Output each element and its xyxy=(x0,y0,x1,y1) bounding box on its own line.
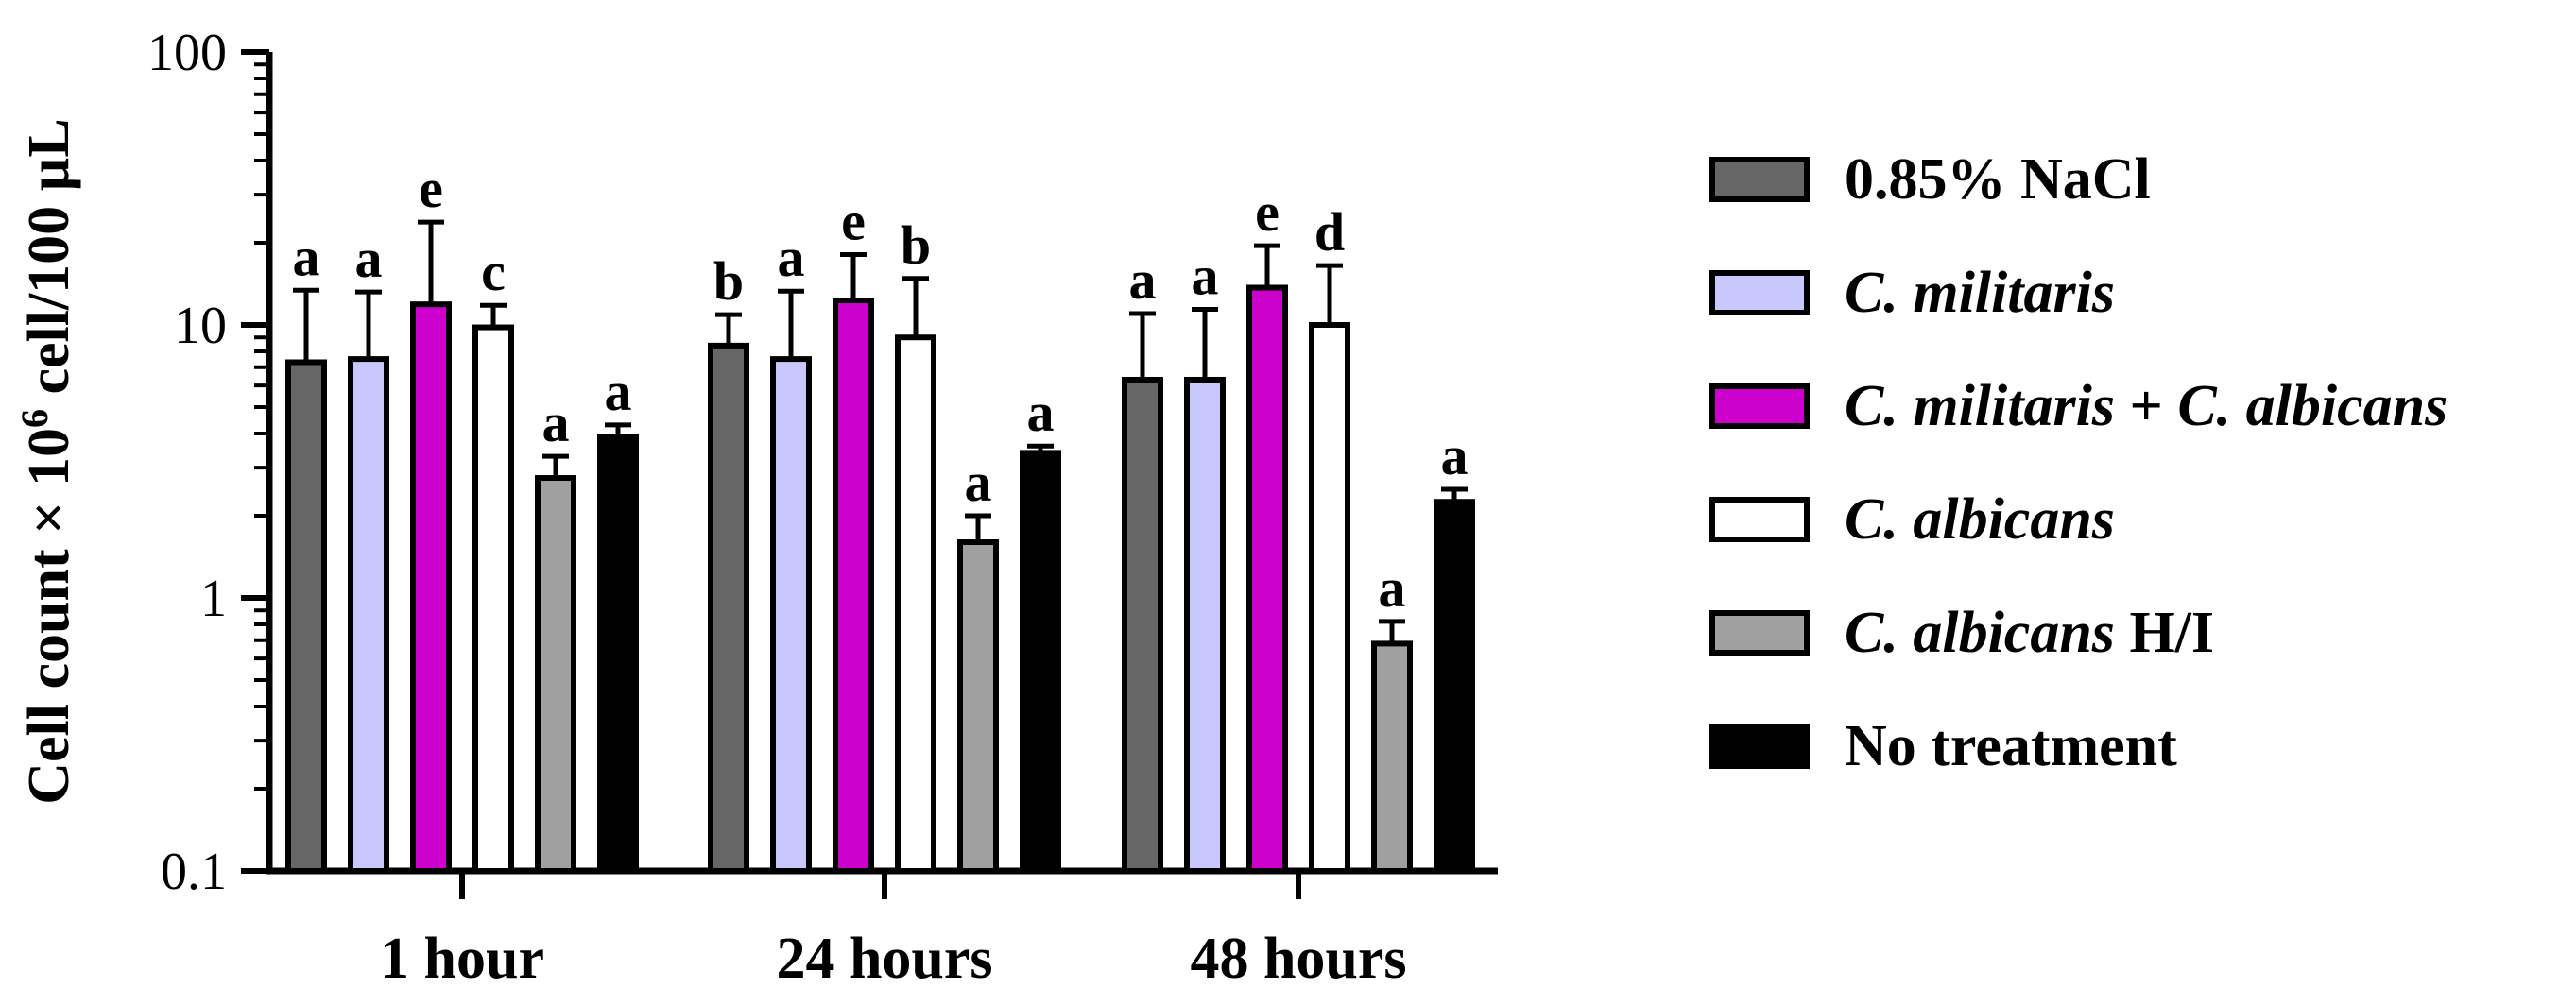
y-tick-label: 0.1 xyxy=(161,843,227,901)
bar xyxy=(770,356,812,874)
legend-swatch xyxy=(1709,270,1810,315)
significance-letter: d xyxy=(1314,201,1345,263)
y-axis-label: Cell count × 106 cell/100 µL xyxy=(13,118,81,805)
significance-letter: b xyxy=(901,214,931,276)
bar xyxy=(1371,640,1413,874)
significance-letter: a xyxy=(1129,249,1157,311)
y-tick-label: 10 xyxy=(174,297,227,355)
bar xyxy=(410,301,452,874)
legend-swatch xyxy=(1709,383,1810,429)
significance-letter: a xyxy=(605,361,632,422)
bar xyxy=(1309,322,1350,874)
bar xyxy=(708,342,749,874)
x-category-label: 48 hours xyxy=(1190,927,1406,991)
significance-letter: a xyxy=(355,228,383,289)
bar xyxy=(285,359,327,874)
bar xyxy=(833,298,874,875)
legend-label: C. militaris xyxy=(1845,261,2115,325)
legend-label: C. albicans xyxy=(1845,487,2115,552)
legend-label: C. albicans H/I xyxy=(1845,601,2214,665)
significance-letter: b xyxy=(713,250,744,312)
bar xyxy=(1122,376,1163,874)
bar xyxy=(348,356,389,874)
bar xyxy=(1246,284,1288,875)
bar xyxy=(1184,376,1226,874)
legend-swatch xyxy=(1709,157,1810,202)
bar xyxy=(1020,450,1061,874)
significance-letter: a xyxy=(293,226,320,287)
significance-letter: a xyxy=(778,227,805,288)
bar xyxy=(1434,499,1475,874)
legend-label: No treatment xyxy=(1845,714,2177,778)
significance-letter: e xyxy=(419,158,443,219)
y-tick-label: 1 xyxy=(200,570,227,628)
legend-swatch xyxy=(1709,724,1810,769)
bar xyxy=(472,324,514,875)
significance-letter: e xyxy=(841,191,866,252)
legend-label: 0.85% NaCl xyxy=(1845,147,2151,212)
significance-letter: c xyxy=(481,241,506,302)
bar xyxy=(895,334,936,874)
y-tick-label: 100 xyxy=(147,24,227,82)
significance-letter: a xyxy=(1379,557,1406,619)
significance-letter: a xyxy=(965,451,992,513)
legend-swatch xyxy=(1709,610,1810,656)
significance-letter: e xyxy=(1255,181,1279,243)
legend-label: C. militaris + C. albicans xyxy=(1845,374,2447,438)
bar xyxy=(535,475,576,874)
significance-letter: a xyxy=(1027,382,1055,443)
bar xyxy=(597,434,639,874)
bar xyxy=(957,539,999,874)
significance-letter: a xyxy=(542,392,570,453)
x-category-label: 24 hours xyxy=(776,927,992,991)
significance-letter: a xyxy=(1192,246,1219,307)
significance-letter: a xyxy=(1441,425,1468,486)
x-category-label: 1 hour xyxy=(380,927,544,991)
legend-swatch xyxy=(1709,497,1810,542)
